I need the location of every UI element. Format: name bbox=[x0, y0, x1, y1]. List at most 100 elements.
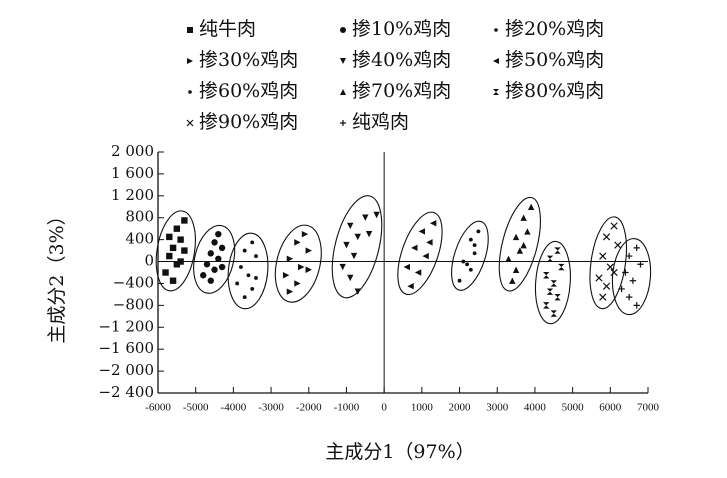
point bbox=[468, 267, 473, 272]
point bbox=[614, 241, 622, 249]
legend-marker bbox=[187, 27, 193, 33]
point bbox=[505, 255, 512, 263]
point bbox=[516, 247, 524, 254]
point bbox=[543, 272, 550, 279]
point bbox=[472, 251, 477, 256]
legend-marker bbox=[188, 90, 192, 94]
legend-marker bbox=[340, 89, 346, 95]
x-tick-label: -6000 bbox=[145, 402, 171, 414]
y-tick-label: 1 200 bbox=[111, 186, 154, 204]
point bbox=[207, 250, 214, 257]
point bbox=[250, 240, 255, 245]
x-tick-label: 5000 bbox=[562, 402, 585, 414]
x-tick-label: 3000 bbox=[486, 402, 509, 414]
point bbox=[546, 288, 554, 295]
y-tick-label: −2 400 bbox=[98, 383, 154, 401]
point bbox=[181, 247, 188, 254]
point bbox=[554, 247, 561, 254]
cluster-ellipse bbox=[498, 196, 541, 292]
x-axis-title: 主成分1（97%） bbox=[325, 441, 474, 463]
point bbox=[373, 211, 380, 219]
point bbox=[599, 252, 607, 260]
point bbox=[629, 277, 637, 284]
cluster-ellipse bbox=[397, 211, 443, 296]
y-tick-label: −800 bbox=[113, 295, 154, 313]
point bbox=[203, 261, 211, 268]
point bbox=[633, 302, 640, 309]
point bbox=[550, 280, 557, 287]
point bbox=[235, 281, 240, 286]
point bbox=[362, 214, 369, 221]
point bbox=[177, 236, 184, 243]
point bbox=[166, 252, 173, 260]
x-tick-label: -5000 bbox=[183, 402, 209, 414]
point bbox=[527, 203, 535, 210]
point bbox=[365, 230, 373, 238]
legend-marker bbox=[340, 58, 346, 64]
point bbox=[418, 228, 426, 235]
point bbox=[254, 276, 258, 280]
cluster-ellipse bbox=[611, 238, 652, 316]
point bbox=[429, 220, 437, 227]
point bbox=[550, 310, 557, 317]
point bbox=[301, 230, 309, 238]
x-tick-label: 1000 bbox=[411, 402, 434, 414]
legend-label: 纯牛肉 bbox=[199, 18, 256, 40]
point bbox=[305, 266, 312, 273]
point bbox=[173, 261, 181, 268]
cluster-ellipse bbox=[155, 210, 196, 292]
point bbox=[633, 244, 640, 252]
point bbox=[242, 248, 247, 253]
point bbox=[625, 293, 633, 301]
point bbox=[211, 239, 218, 246]
point bbox=[461, 259, 466, 264]
point bbox=[414, 269, 422, 276]
legend-label: 掺10%鸡肉 bbox=[352, 18, 451, 40]
point bbox=[512, 266, 520, 273]
legend-marker bbox=[340, 27, 346, 33]
point bbox=[200, 272, 207, 279]
point bbox=[218, 263, 226, 271]
point bbox=[242, 295, 247, 300]
y-tick-label: 800 bbox=[125, 208, 154, 226]
cluster-ellipse bbox=[274, 224, 322, 303]
point bbox=[286, 255, 294, 263]
legend-label: 掺90%鸡肉 bbox=[199, 111, 298, 133]
y-axis-title: 主成分2（3%） bbox=[46, 206, 68, 343]
point bbox=[558, 263, 565, 271]
point bbox=[339, 263, 346, 271]
point bbox=[602, 233, 611, 241]
point bbox=[173, 225, 181, 232]
point bbox=[602, 282, 611, 290]
point bbox=[595, 274, 603, 282]
point bbox=[599, 293, 607, 301]
x-tick-label: 6000 bbox=[599, 402, 622, 414]
legend-label: 掺80%鸡肉 bbox=[505, 80, 604, 102]
point bbox=[637, 261, 644, 268]
point bbox=[524, 228, 531, 235]
point bbox=[554, 293, 561, 301]
point bbox=[426, 239, 433, 246]
point bbox=[618, 285, 625, 293]
point bbox=[246, 273, 251, 278]
point bbox=[294, 239, 301, 246]
legend-label: 掺30%鸡肉 bbox=[199, 49, 298, 71]
legend-label: 掺50%鸡肉 bbox=[505, 49, 604, 71]
legend-marker bbox=[493, 89, 499, 95]
point bbox=[215, 255, 222, 263]
x-tick-label: 2000 bbox=[449, 402, 472, 414]
cluster-ellipse bbox=[331, 195, 383, 299]
x-tick-label: 4000 bbox=[524, 402, 547, 414]
y-tick-label: −400 bbox=[113, 273, 154, 291]
point bbox=[354, 233, 361, 241]
point bbox=[520, 214, 527, 221]
legend-label: 掺70%鸡肉 bbox=[352, 80, 451, 102]
legend-label: 掺40%鸡肉 bbox=[352, 49, 451, 71]
cluster-ellipse bbox=[227, 232, 269, 310]
point bbox=[610, 222, 618, 230]
point bbox=[294, 280, 301, 287]
point bbox=[250, 287, 255, 291]
point bbox=[305, 247, 312, 254]
point bbox=[403, 263, 410, 271]
